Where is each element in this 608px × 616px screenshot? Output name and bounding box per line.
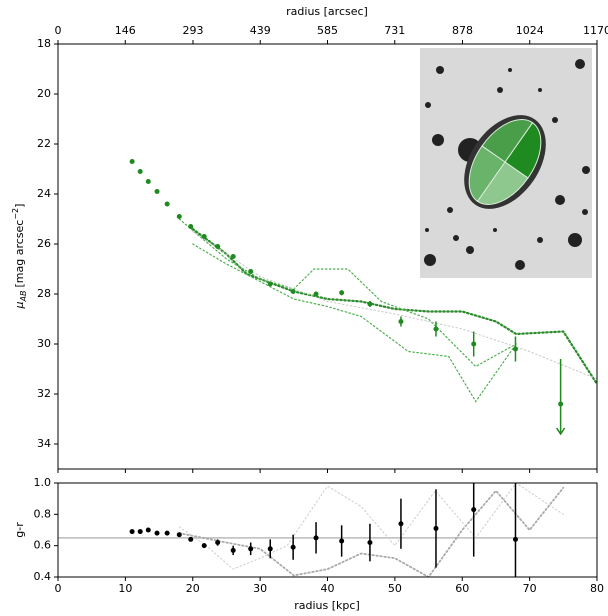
data-point bbox=[154, 530, 160, 536]
x2-tick-label: 1170 bbox=[583, 24, 608, 37]
x-tick-label: 80 bbox=[590, 582, 604, 595]
data-point bbox=[137, 529, 143, 535]
y-tick-label: 24 bbox=[37, 187, 51, 200]
x2-tick-label: 146 bbox=[115, 24, 136, 37]
data-point bbox=[248, 269, 254, 274]
x2-tick-label: 439 bbox=[250, 24, 271, 37]
data-point bbox=[267, 281, 273, 287]
galaxy-sectors bbox=[468, 119, 542, 205]
data-point bbox=[188, 224, 194, 229]
data-point bbox=[230, 547, 236, 553]
data-point bbox=[367, 540, 373, 546]
data-point bbox=[290, 544, 296, 550]
y-tick-label: 30 bbox=[37, 337, 51, 350]
data-point bbox=[176, 214, 182, 219]
x2-tick-label: 1024 bbox=[516, 24, 544, 37]
plot-frame bbox=[57, 482, 598, 578]
y-label-subscript: AB bbox=[19, 290, 28, 302]
data-point bbox=[129, 529, 135, 535]
x-tick-label: 20 bbox=[186, 582, 200, 595]
y-label-close: ] bbox=[13, 204, 26, 208]
y-label-unit: [mag arcsec bbox=[13, 220, 26, 288]
data-point bbox=[164, 530, 170, 536]
y-tick-label: 20 bbox=[37, 87, 51, 100]
data-point bbox=[176, 532, 182, 538]
model-line bbox=[191, 227, 597, 386]
x-tick-label: 60 bbox=[455, 582, 469, 595]
plot-area bbox=[129, 159, 597, 436]
y-tick-label: 0.6 bbox=[34, 539, 52, 552]
arrow-head bbox=[555, 427, 566, 436]
data-point bbox=[290, 289, 296, 294]
data-point bbox=[230, 254, 236, 259]
x2-tick-label: 731 bbox=[384, 24, 405, 37]
y-tick-label: 34 bbox=[37, 437, 51, 450]
data-point bbox=[201, 543, 207, 549]
x-tick-label: 0 bbox=[55, 582, 62, 595]
inset-image bbox=[420, 48, 592, 278]
y-tick-label: 28 bbox=[37, 287, 51, 300]
x2-tick-label: 585 bbox=[317, 24, 338, 37]
data-point bbox=[398, 319, 404, 324]
plot-frame bbox=[57, 43, 598, 470]
y-axis-label: g-r bbox=[13, 522, 26, 538]
data-point bbox=[164, 201, 170, 207]
y-tick-label: 0.8 bbox=[34, 507, 52, 520]
y-tick-label: 32 bbox=[37, 387, 51, 400]
model-line bbox=[178, 218, 517, 368]
model-line bbox=[192, 231, 597, 380]
data-point bbox=[313, 291, 319, 297]
data-point bbox=[145, 527, 151, 533]
data-point bbox=[215, 244, 221, 249]
data-point bbox=[471, 341, 477, 347]
data-point bbox=[145, 179, 151, 184]
data-point bbox=[129, 159, 135, 164]
y-axis-label: μAB [mag arcsec−2] bbox=[11, 204, 28, 310]
data-point bbox=[248, 546, 254, 552]
data-point bbox=[215, 540, 221, 546]
data-point bbox=[398, 521, 404, 527]
data-point bbox=[433, 525, 439, 531]
data-point bbox=[433, 326, 439, 332]
plot-area bbox=[58, 483, 597, 577]
data-point bbox=[201, 234, 207, 239]
x2-tick-label: 293 bbox=[182, 24, 203, 37]
data-point bbox=[512, 536, 518, 542]
data-point bbox=[313, 535, 319, 541]
data-point bbox=[339, 538, 345, 544]
data-point bbox=[267, 546, 273, 552]
x-axis-label: radius [kpc] bbox=[294, 599, 359, 612]
x-tick-label: 70 bbox=[523, 582, 537, 595]
x-tick-label: 50 bbox=[388, 582, 402, 595]
data-point bbox=[154, 189, 160, 194]
x-tick-label: 30 bbox=[253, 582, 267, 595]
data-point bbox=[137, 169, 143, 174]
x2-axis-label: radius [arcsec] bbox=[286, 5, 368, 18]
model-line bbox=[178, 483, 564, 570]
image-sources bbox=[424, 59, 590, 270]
y-tick-label: 18 bbox=[37, 37, 51, 50]
y-tick-label: 1.0 bbox=[34, 476, 52, 489]
y-tick-label: 0.4 bbox=[34, 570, 52, 583]
data-point bbox=[339, 290, 345, 296]
data-point bbox=[471, 507, 477, 513]
x2-tick-label: 0 bbox=[55, 24, 62, 37]
y-tick-label: 22 bbox=[37, 137, 51, 150]
x-tick-label: 40 bbox=[321, 582, 335, 595]
y-label-exponent: −2 bbox=[11, 208, 20, 220]
model-line bbox=[178, 486, 565, 577]
y-tick-label: 26 bbox=[37, 237, 51, 250]
data-point bbox=[512, 346, 518, 352]
data-point bbox=[188, 536, 194, 542]
data-point bbox=[558, 401, 564, 407]
x2-tick-label: 878 bbox=[452, 24, 473, 37]
data-point bbox=[367, 301, 373, 307]
x-tick-label: 10 bbox=[118, 582, 132, 595]
y-label-symbol: μ bbox=[13, 301, 26, 309]
